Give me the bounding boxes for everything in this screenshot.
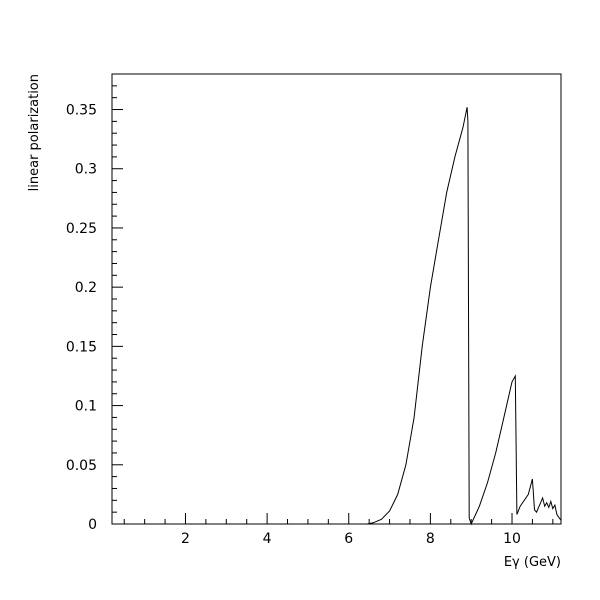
y-tick-label: 0.3: [75, 162, 97, 178]
x-tick-label: 2: [181, 531, 190, 547]
x-tick-label: 6: [344, 531, 353, 547]
x-tick-label: 8: [426, 531, 435, 547]
y-axis-label: linear polarization: [27, 74, 42, 191]
y-axis-ticks: [112, 73, 123, 525]
y-tick-label: 0.05: [66, 458, 97, 474]
y-tick-label: 0: [88, 517, 97, 533]
x-tick-label: 4: [263, 531, 272, 547]
x-axis-ticks: [123, 513, 554, 524]
y-tick-label: 0.15: [66, 339, 97, 355]
plot-frame: [111, 73, 562, 525]
x-tick-label: 10: [503, 531, 521, 547]
polarization-series-line: [346, 107, 562, 526]
y-tick-label: 0.25: [66, 221, 97, 237]
x-axis-label: Eγ (GeV): [504, 555, 561, 570]
x-axis-tick-labels: 2 4 6 8 10: [181, 531, 521, 547]
y-tick-label: 0.35: [66, 103, 97, 119]
y-axis-tick-labels: 0 0.05 0.1 0.15 0.2 0.25 0.3 0.35: [66, 103, 97, 533]
y-tick-label: 0.1: [75, 399, 97, 415]
y-tick-label: 0.2: [75, 280, 97, 296]
